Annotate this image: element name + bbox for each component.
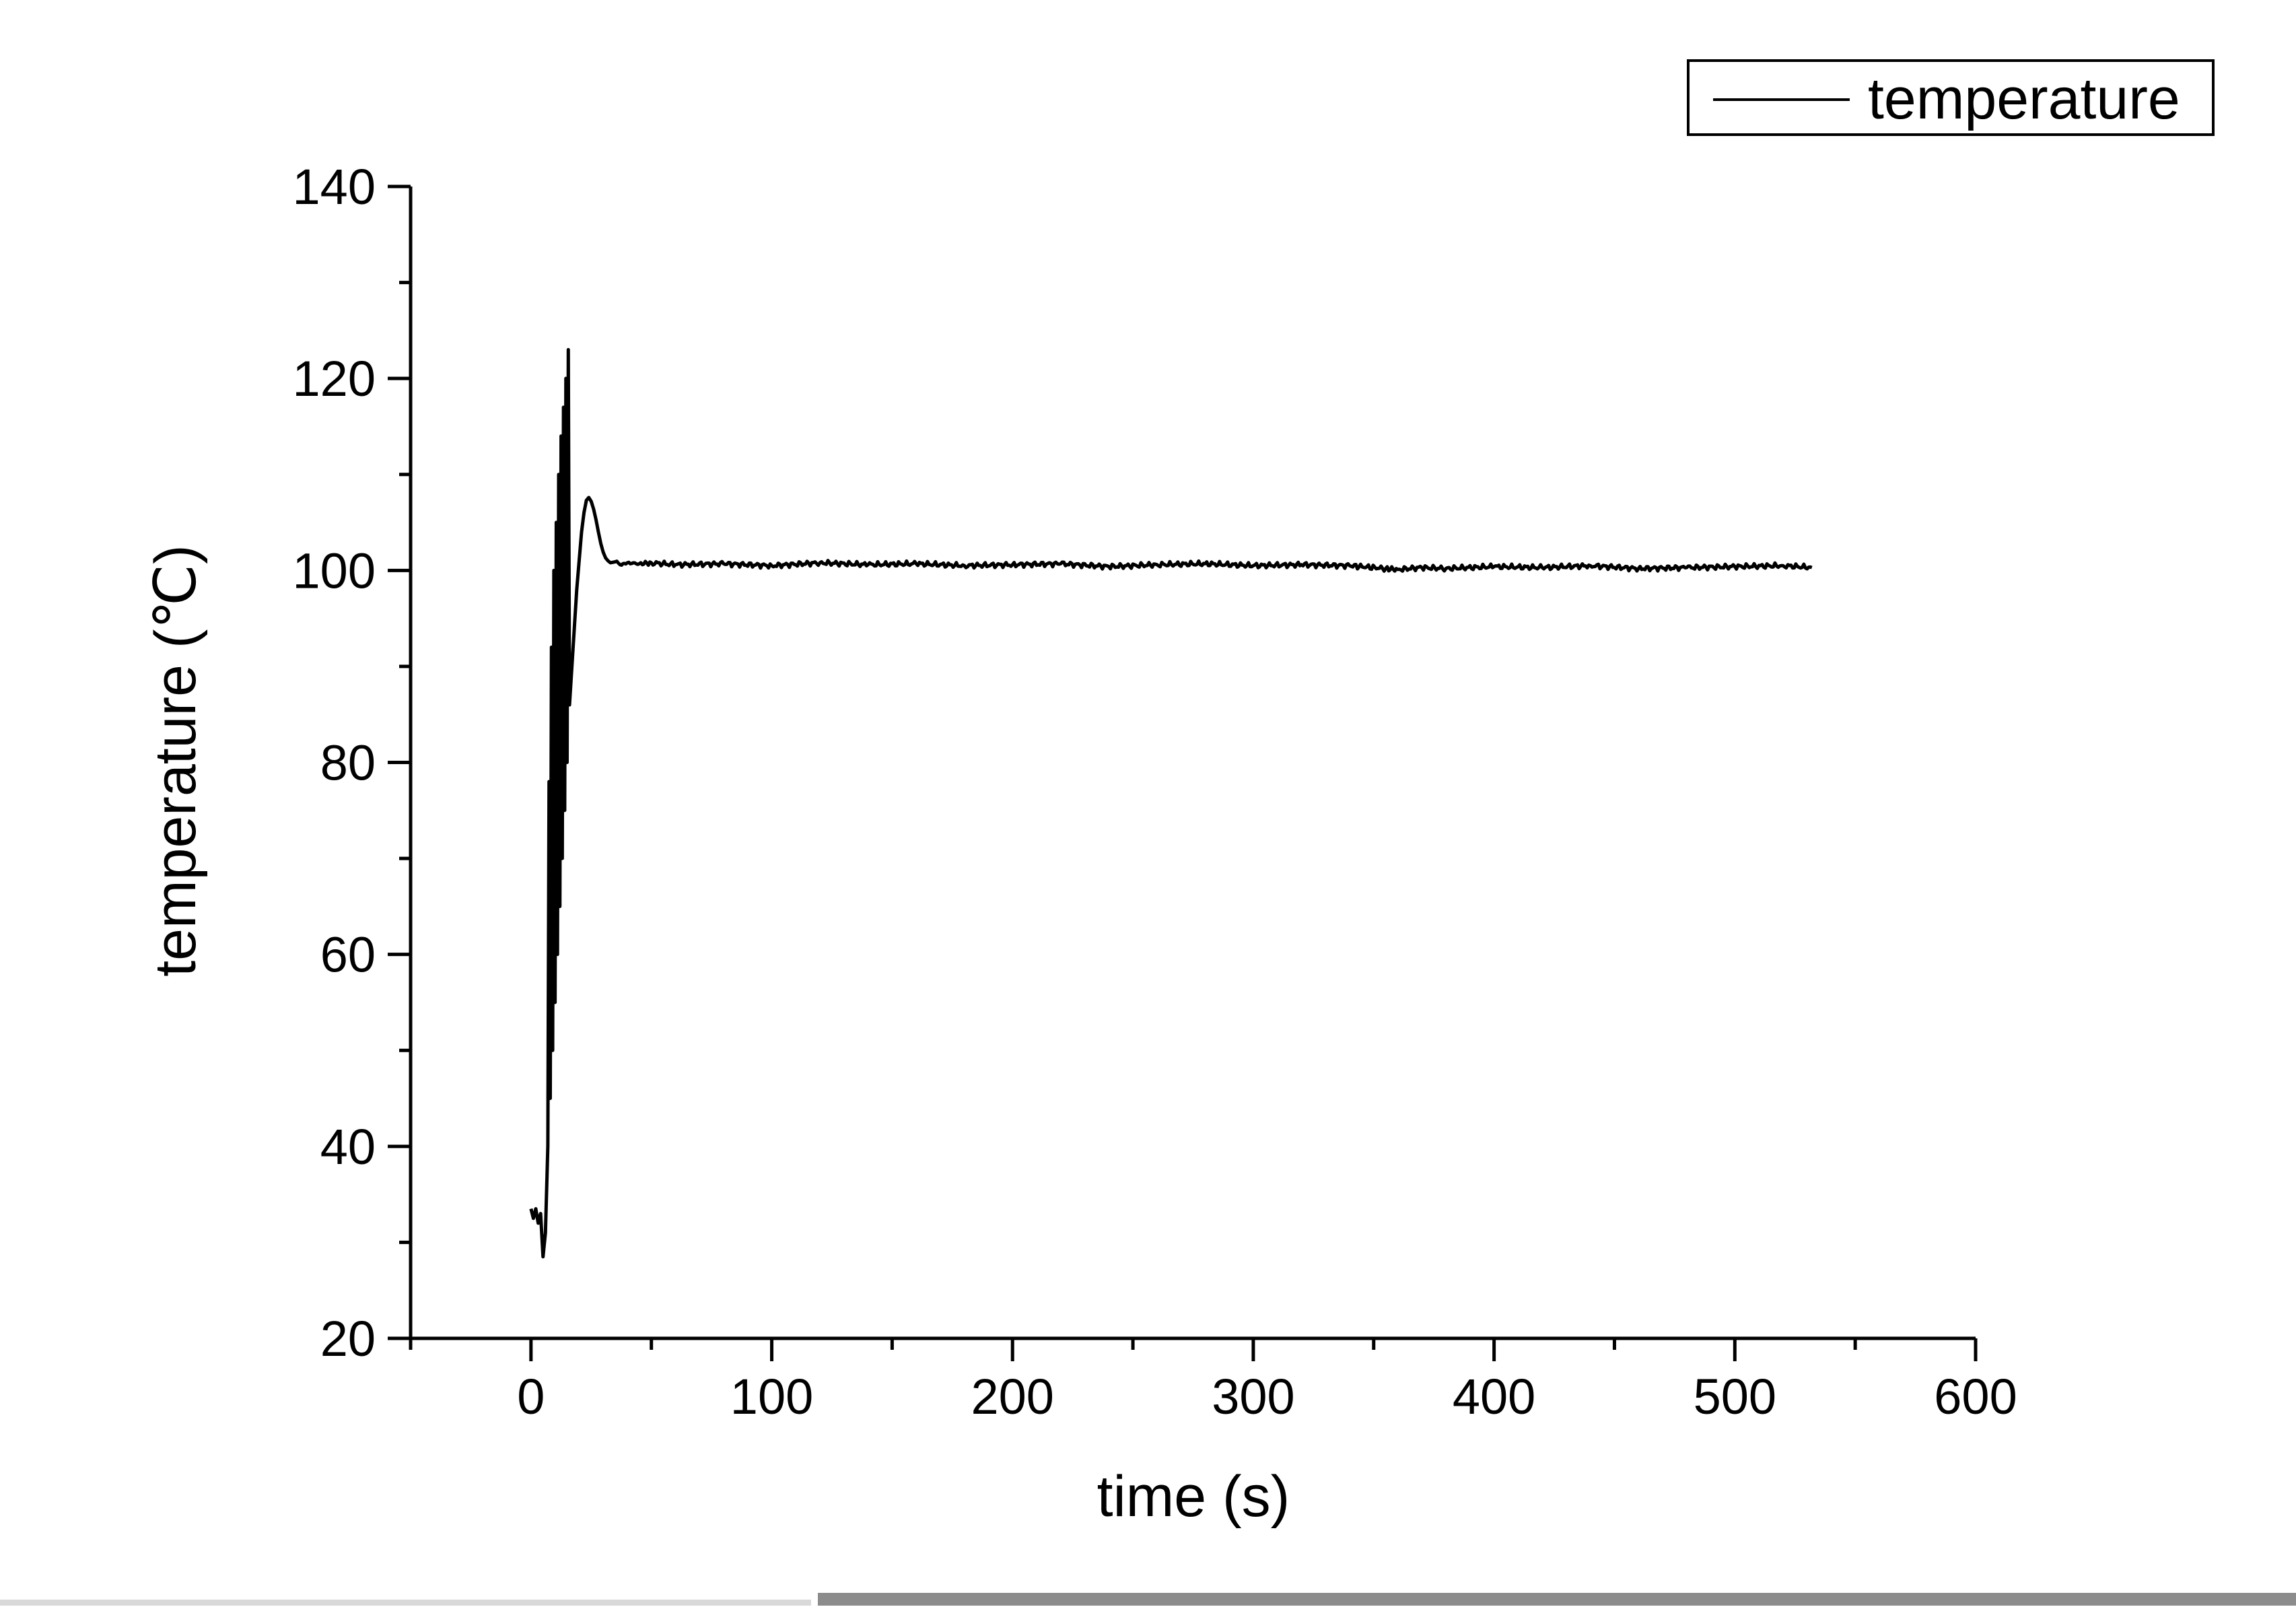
series-layer: [529, 347, 1813, 1259]
x-tick-label: 500: [1694, 1369, 1776, 1425]
legend-label: temperature: [1868, 67, 2180, 131]
x-tick-label: 100: [730, 1369, 813, 1425]
horizontal-scrollbar[interactable]: [818, 1593, 2296, 1606]
y-axis-title: temperature (℃): [143, 545, 208, 976]
legend-box: [1687, 59, 2215, 136]
axes: 20 40 60 80 100 120 140 0 100 200 300 400 500 600: [293, 159, 2017, 1425]
x-axis-title: time (s): [1097, 1464, 1290, 1529]
y-tick-label: 140: [293, 159, 376, 215]
y-tick-label: 60: [320, 927, 376, 983]
y-tick-label: 120: [293, 351, 376, 407]
x-tick-label: 300: [1212, 1369, 1294, 1425]
bottom-edge-strip: [0, 1600, 811, 1606]
x-tick-label: 0: [517, 1369, 545, 1425]
y-tick-label: 100: [293, 543, 376, 598]
series-line-temperature: [529, 347, 1813, 1259]
y-tick-label: 80: [320, 735, 376, 791]
y-tick-label: 20: [320, 1311, 376, 1367]
x-tick-label: 400: [1453, 1369, 1535, 1425]
legend: temperature: [1687, 59, 2215, 136]
y-tick-label: 40: [320, 1119, 376, 1175]
x-tick-label: 600: [1934, 1369, 2017, 1425]
x-tick-label: 200: [971, 1369, 1053, 1425]
